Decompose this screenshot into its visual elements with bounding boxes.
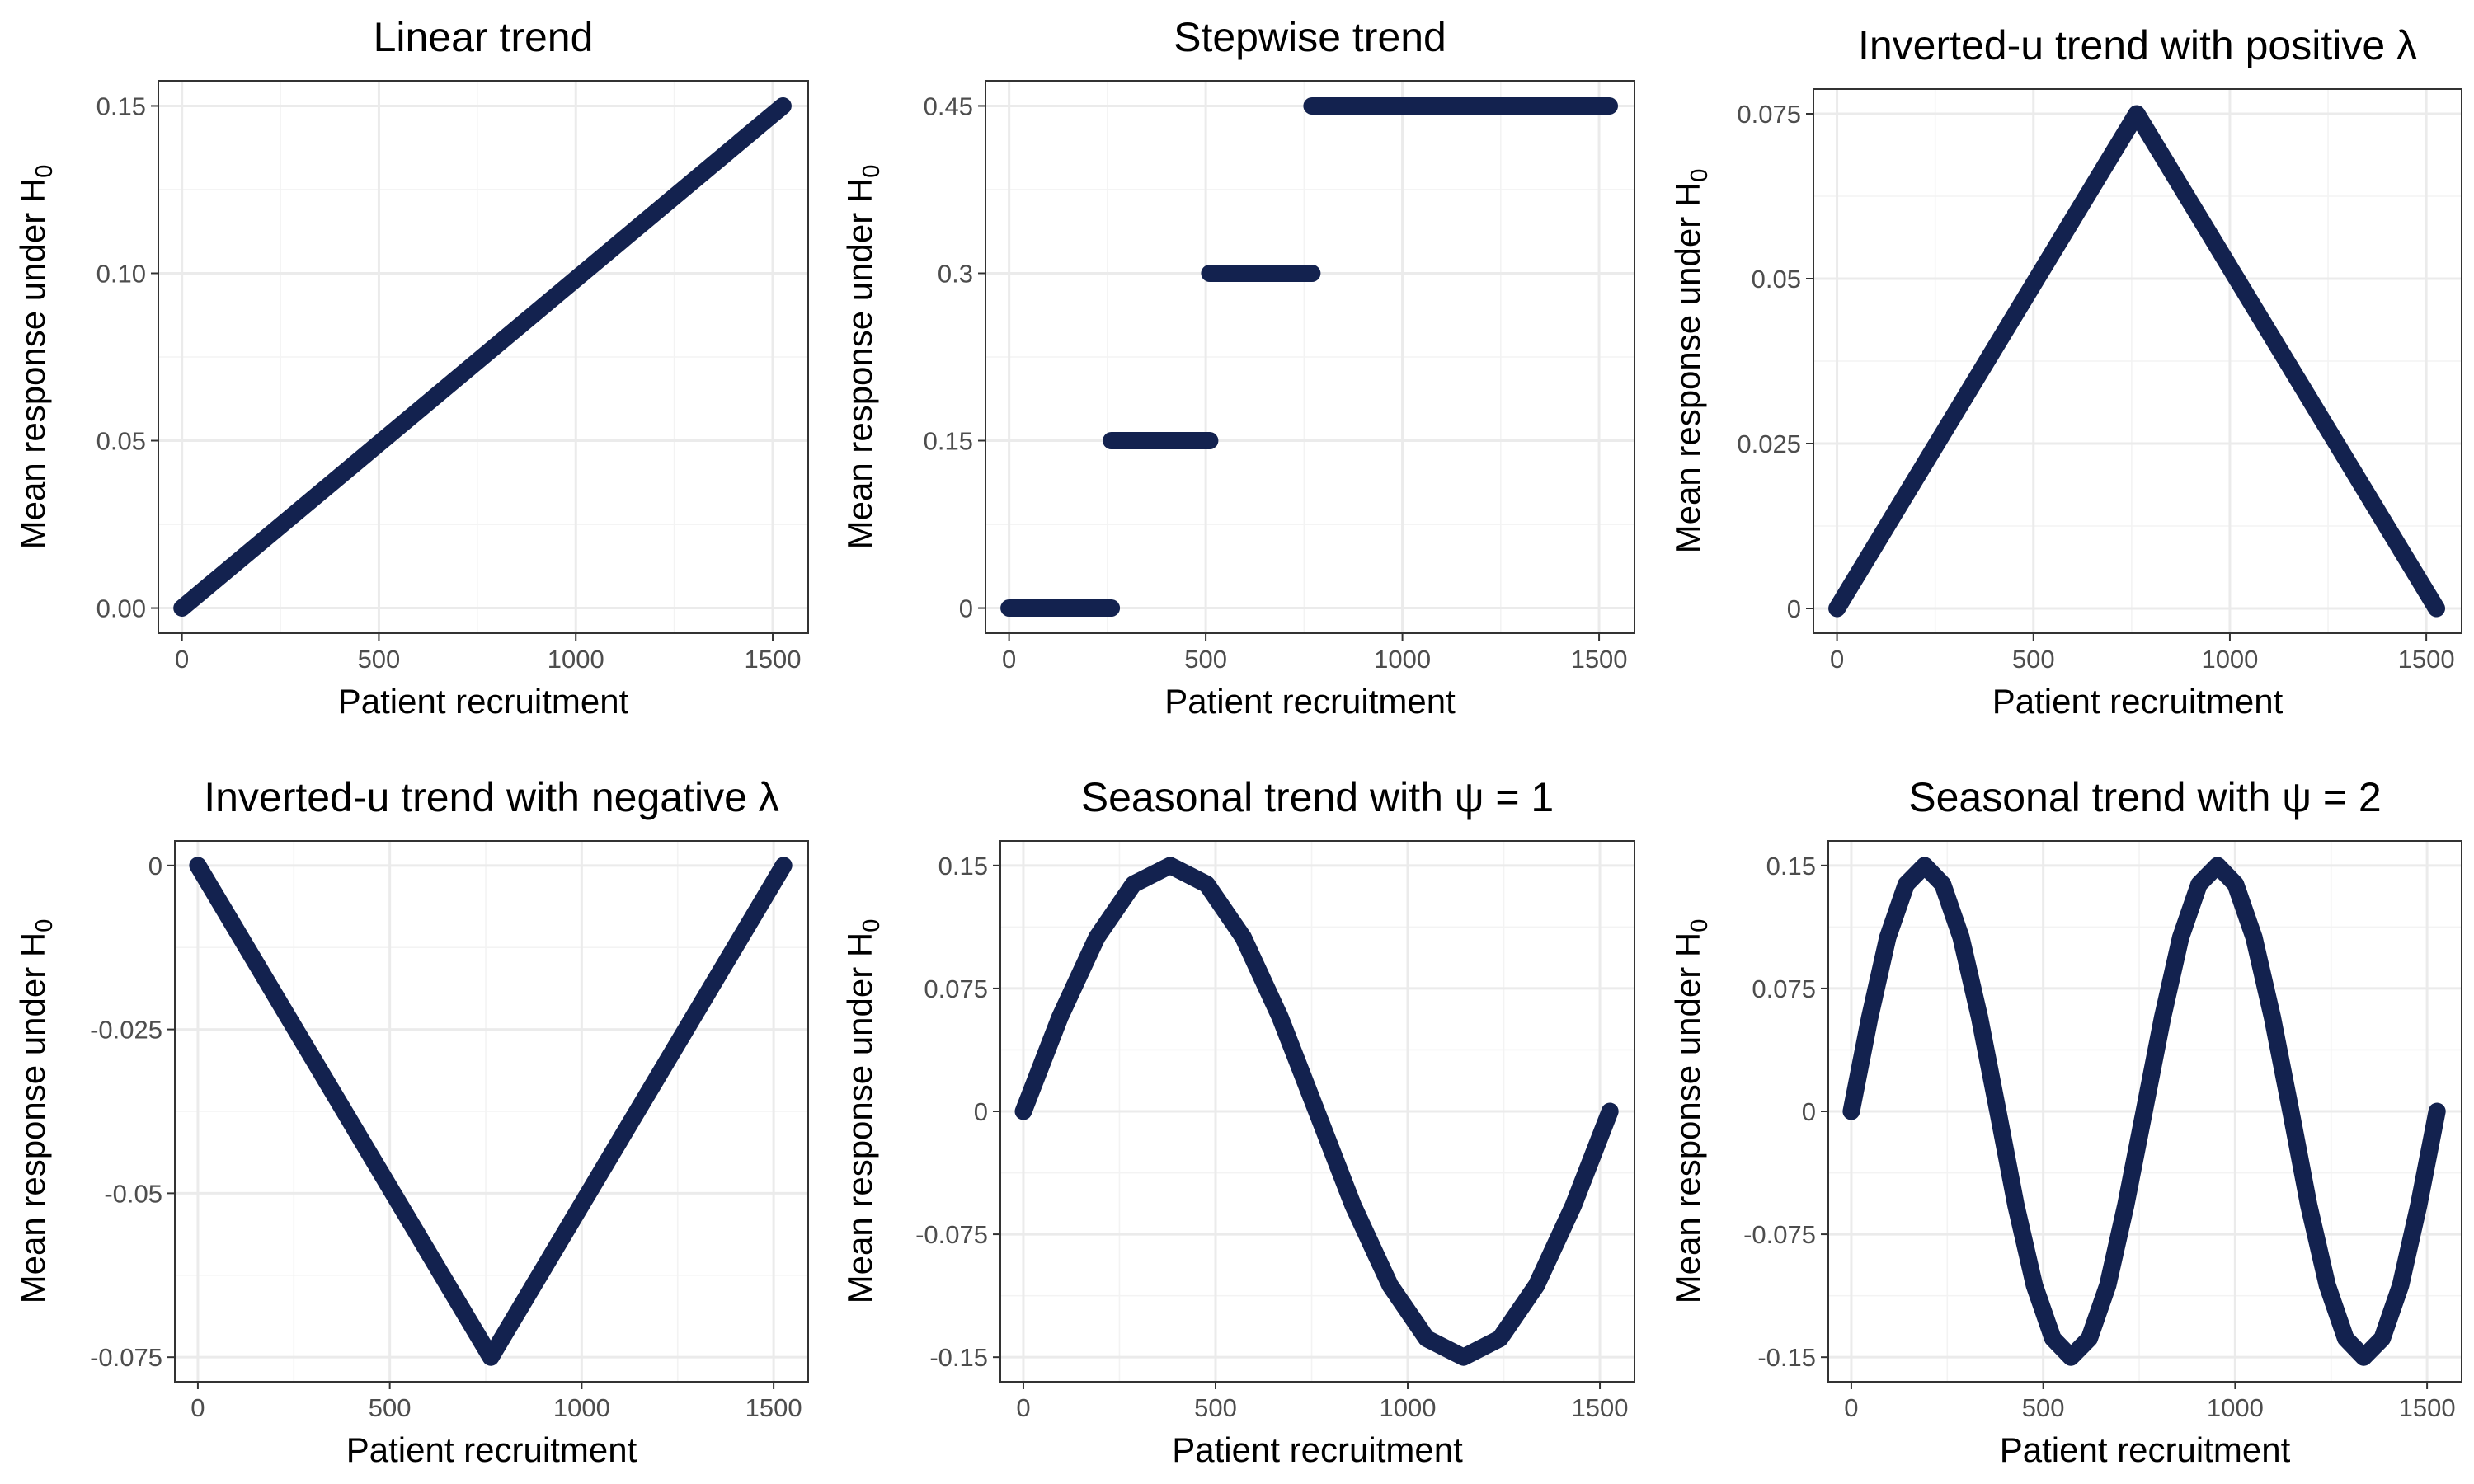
panel-border xyxy=(985,80,1635,634)
y-tick-label: 0.075 xyxy=(1737,100,1801,129)
y-axis-title: Mean response under H0 xyxy=(840,919,885,1304)
x-tick-label: 500 xyxy=(369,1393,412,1422)
y-tick-label: 0.025 xyxy=(1737,430,1801,458)
chart-panel-2: 0 500 1000 1500 0 0.15 0.3 0.45 Stepwise trend Pa… xyxy=(840,14,1635,721)
y-tick-label: 0.10 xyxy=(96,259,146,288)
series-line xyxy=(1014,857,1619,1366)
y-axis-title: Mean response under H0 xyxy=(13,165,58,550)
panel-border xyxy=(158,80,809,634)
x-axis-title: Patient recruitment xyxy=(1172,1430,1463,1469)
y-tick-label: -0.075 xyxy=(915,1220,988,1249)
chart-title: Inverted-u trend with negative λ xyxy=(204,774,779,820)
x-tick-label: 1500 xyxy=(1572,1393,1629,1422)
y-axis-title: Mean response under H0 xyxy=(13,919,58,1304)
y-axis-title: Mean response under H0 xyxy=(840,165,885,550)
y-tick-label: 0 xyxy=(148,852,162,881)
y-tick-label: 0 xyxy=(1802,1097,1816,1126)
chart-title: Inverted-u trend with positive λ xyxy=(1858,22,2417,68)
y-tick-label: 0.15 xyxy=(96,92,146,120)
y-tick-label: 0.05 xyxy=(1752,265,1801,294)
chart-panel-3: 0 500 1000 1500 0 0.025 0.05 0.075 Inverted-u tr… xyxy=(1668,22,2462,721)
y-tick-label: -0.05 xyxy=(104,1179,162,1208)
x-tick-label: 0 xyxy=(1844,1393,1858,1422)
chart-panel-5: 0 500 1000 1500 -0.15 -0.075 0 0.075 0.15 Seasona… xyxy=(840,774,1635,1469)
panel-border xyxy=(174,840,809,1383)
series-line xyxy=(173,97,792,617)
y-tick-label: -0.15 xyxy=(1757,1343,1816,1372)
x-tick-label: 1500 xyxy=(2398,645,2455,674)
y-tick-label: -0.075 xyxy=(1743,1220,1816,1249)
x-tick-label: 1000 xyxy=(1380,1393,1437,1422)
y-axis-title: Mean response under H0 xyxy=(1668,169,1713,554)
x-tick-label: 0 xyxy=(1830,645,1844,674)
y-tick-label: 0.45 xyxy=(924,92,973,120)
x-tick-label: 500 xyxy=(1184,645,1227,674)
chart-title: Seasonal trend with ψ = 1 xyxy=(1081,774,1554,820)
chart-title: Linear trend xyxy=(374,14,594,60)
y-tick-label: -0.075 xyxy=(90,1343,162,1372)
y-axis-title: Mean response under H0 xyxy=(1668,919,1713,1304)
y-tick-label: 0.00 xyxy=(96,594,146,623)
x-tick-label: 1500 xyxy=(745,1393,802,1422)
y-tick-label: 0 xyxy=(959,594,973,623)
x-axis-title: Patient recruitment xyxy=(346,1430,637,1469)
x-tick-label: 500 xyxy=(2012,645,2055,674)
series-line xyxy=(1842,857,2446,1366)
y-tick-label: 0.15 xyxy=(938,852,988,881)
x-tick-label: 1000 xyxy=(2207,1393,2264,1422)
x-tick-label: 0 xyxy=(175,645,189,674)
x-tick-label: 500 xyxy=(1194,1393,1237,1422)
x-tick-label: 500 xyxy=(2022,1393,2065,1422)
x-tick-label: 0 xyxy=(1016,1393,1030,1422)
y-tick-label: 0.075 xyxy=(1752,974,1816,1003)
x-axis-title: Patient recruitment xyxy=(1992,682,2284,721)
y-tick-label: 0.15 xyxy=(1766,852,1816,881)
x-tick-label: 1000 xyxy=(553,1393,610,1422)
x-axis-title: Patient recruitment xyxy=(1164,682,1456,721)
x-tick-label: 1000 xyxy=(548,645,604,674)
y-tick-label: 0.3 xyxy=(938,259,973,288)
chart-title: Stepwise trend xyxy=(1174,14,1446,60)
y-tick-label: -0.15 xyxy=(929,1343,988,1372)
x-tick-label: 0 xyxy=(190,1393,205,1422)
series-line xyxy=(1828,105,2445,618)
y-tick-label: 0 xyxy=(974,1097,988,1126)
series-line xyxy=(189,857,793,1366)
x-tick-label: 1500 xyxy=(2399,1393,2456,1422)
x-tick-label: 1000 xyxy=(1374,645,1431,674)
y-tick-label: -0.025 xyxy=(90,1016,162,1045)
x-tick-label: 1000 xyxy=(2201,645,2258,674)
y-tick-label: 0.05 xyxy=(96,427,146,456)
x-tick-label: 1500 xyxy=(1571,645,1628,674)
chart-panel-6: 0 500 1000 1500 -0.15 -0.075 0 0.075 0.15 Seasona… xyxy=(1668,774,2462,1469)
x-tick-label: 0 xyxy=(1002,645,1016,674)
chart-title: Seasonal trend with ψ = 2 xyxy=(1908,774,2382,820)
x-axis-title: Patient recruitment xyxy=(2000,1430,2291,1469)
y-tick-label: 0.15 xyxy=(924,427,973,456)
x-axis-title: Patient recruitment xyxy=(338,682,629,721)
x-tick-label: 500 xyxy=(358,645,401,674)
chart-panel-4: 0 500 1000 1500 -0.075 -0.05 -0.025 0 Inverted-u… xyxy=(13,774,809,1469)
chart-panel-1: 0 500 1000 1500 0.00 0.05 0.10 0.15 Linear trend… xyxy=(13,14,809,721)
panel-border xyxy=(1813,88,2462,634)
y-tick-label: 0.075 xyxy=(924,974,988,1003)
x-tick-label: 1500 xyxy=(745,645,802,674)
y-tick-label: 0 xyxy=(1787,594,1801,623)
